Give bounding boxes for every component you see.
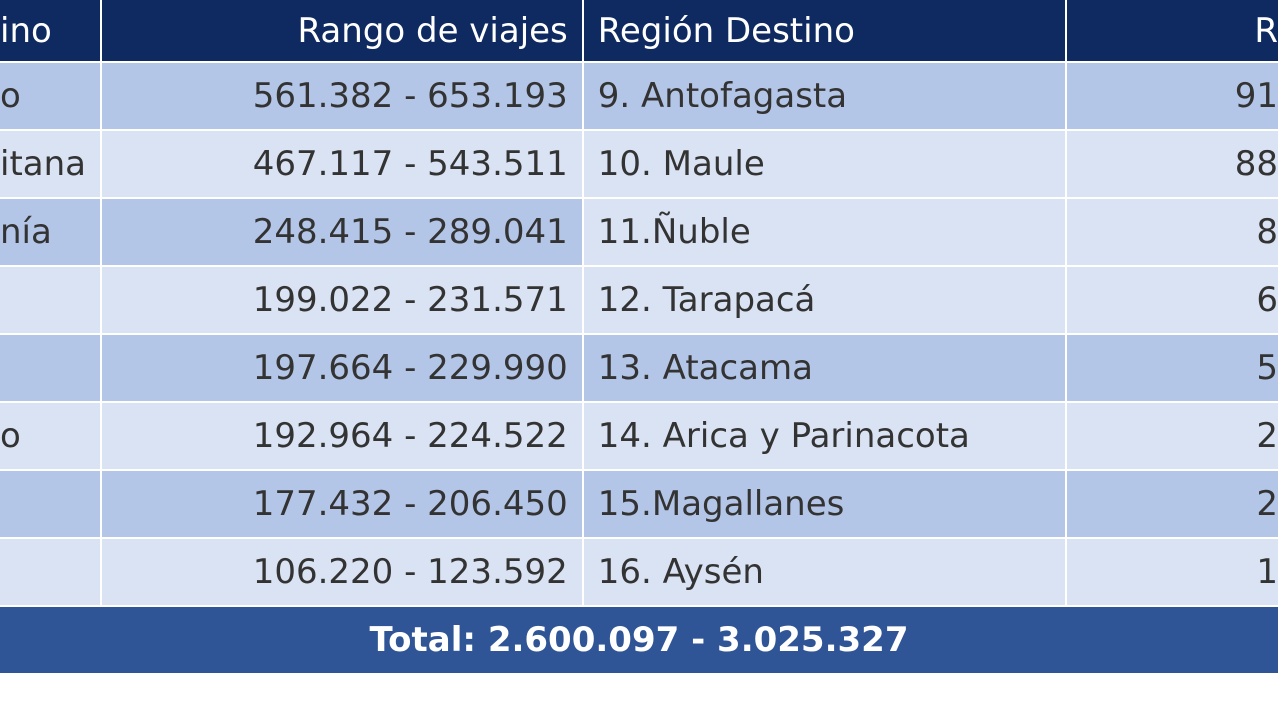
header-origin-region: ino	[0, 0, 102, 63]
origin-cell	[0, 266, 102, 335]
trip-range-cell: 467.117 - 543.511	[101, 130, 584, 199]
destination-range-cell: 2	[1066, 402, 1280, 471]
trips-by-region-table: ino Rango de viajes Región Destino R o 5…	[0, 0, 1280, 675]
destination-cell: 14. Arica y Parinacota	[582, 402, 1068, 471]
destination-cell: 16. Aysén	[582, 538, 1068, 607]
destination-cell: 12. Tarapacá	[582, 266, 1068, 335]
header-destination-region: Región Destino	[582, 0, 1068, 63]
trip-range-cell: 199.022 - 231.571	[101, 266, 584, 335]
destination-range-cell: 1	[1066, 538, 1280, 607]
header-destination-range: R	[1066, 0, 1280, 63]
origin-cell	[0, 334, 102, 403]
origin-cell	[0, 538, 102, 607]
trip-range-cell: 192.964 - 224.522	[101, 402, 584, 471]
destination-range-cell: 88	[1066, 130, 1280, 199]
destination-cell: 9. Antofagasta	[582, 62, 1068, 131]
destination-cell: 13. Atacama	[582, 334, 1068, 403]
trip-range-cell: 106.220 - 123.592	[101, 538, 584, 607]
table-row: 106.220 - 123.592 16. Aysén 1	[0, 538, 1280, 607]
origin-cell: o	[0, 402, 102, 471]
table-row: 197.664 - 229.990 13. Atacama 5	[0, 334, 1280, 403]
table-row: itana 467.117 - 543.511 10. Maule 88	[0, 130, 1280, 199]
table-row: nía 248.415 - 289.041 11.Ñuble 8	[0, 198, 1280, 267]
table-row: 199.022 - 231.571 12. Tarapacá 6	[0, 266, 1280, 335]
destination-range-cell: 6	[1066, 266, 1280, 335]
destination-cell: 10. Maule	[582, 130, 1068, 199]
table-row: 177.432 - 206.450 15.Magallanes 2	[0, 470, 1280, 539]
origin-cell: nía	[0, 198, 102, 267]
trip-range-cell: 177.432 - 206.450	[101, 470, 584, 539]
destination-range-cell: 91	[1066, 62, 1280, 131]
table-header-row: ino Rango de viajes Región Destino R	[0, 0, 1280, 63]
trip-range-cell: 248.415 - 289.041	[101, 198, 584, 267]
header-trip-range: Rango de viajes	[101, 0, 584, 63]
origin-cell: itana	[0, 130, 102, 199]
origin-cell: o	[0, 62, 102, 131]
destination-range-cell: 5	[1066, 334, 1280, 403]
destination-cell: 15.Magallanes	[582, 470, 1068, 539]
table-row: o 192.964 - 224.522 14. Arica y Parinaco…	[0, 402, 1280, 471]
table-total-row: Total: 2.600.097 - 3.025.327	[0, 606, 1280, 675]
destination-range-cell: 8	[1066, 198, 1280, 267]
destination-cell: 11.Ñuble	[582, 198, 1068, 267]
trip-range-cell: 197.664 - 229.990	[101, 334, 584, 403]
table-row: o 561.382 - 653.193 9. Antofagasta 91	[0, 62, 1280, 131]
origin-cell	[0, 470, 102, 539]
trip-range-cell: 561.382 - 653.193	[101, 62, 584, 131]
total-cell: Total: 2.600.097 - 3.025.327	[0, 606, 1280, 675]
destination-range-cell: 2	[1066, 470, 1280, 539]
